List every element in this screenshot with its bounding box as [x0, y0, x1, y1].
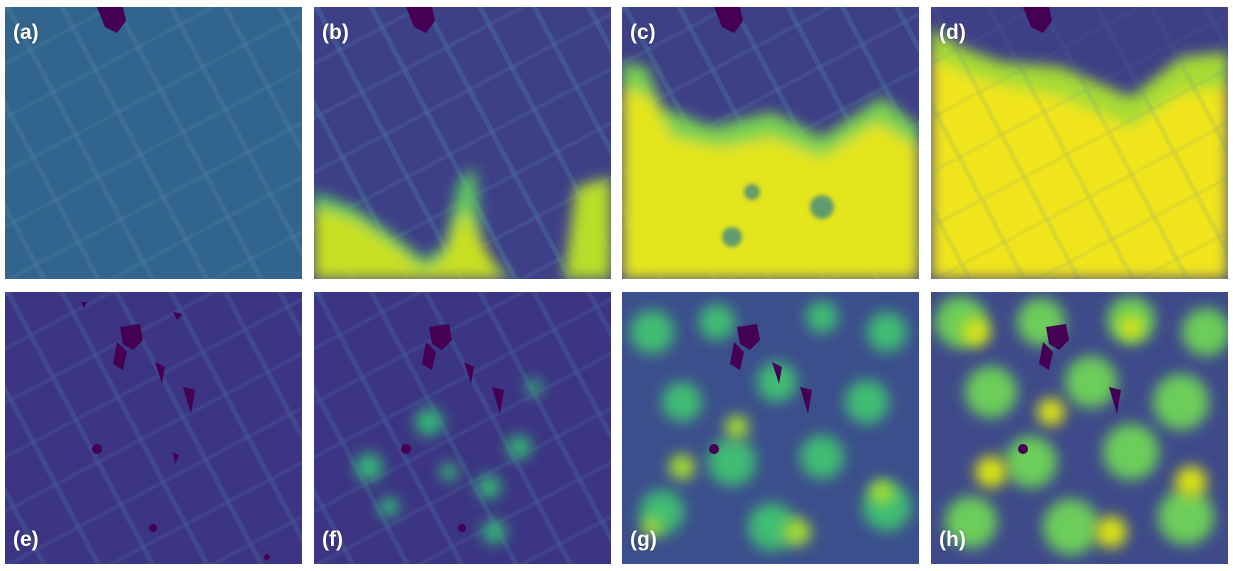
panel-label: (f) [322, 528, 343, 551]
panel-label: (h) [939, 528, 966, 551]
panel-d: (d) [931, 7, 1228, 279]
panel-c-image [622, 7, 919, 279]
panel-g-image [622, 292, 919, 564]
dark-defect-shape [97, 7, 126, 33]
panel-h: (h) [931, 292, 1228, 564]
panel-g: (g) [622, 292, 919, 564]
panel-e-image [5, 292, 302, 564]
panel-b-image [314, 7, 611, 279]
panel-a: (a) [5, 7, 302, 279]
panel-b: (b) [314, 7, 611, 279]
panel-label: (e) [13, 528, 39, 551]
panel-label: (g) [630, 528, 657, 551]
panel-d-image [931, 7, 1228, 279]
panel-a-image [5, 7, 302, 279]
panel-label: (d) [939, 21, 966, 44]
panel-c: (c) [622, 7, 919, 279]
panel-label: (c) [630, 21, 656, 44]
panel-f: (f) [314, 292, 611, 564]
panel-h-image [931, 292, 1228, 564]
panel-e: (e) [5, 292, 302, 564]
panel-label: (a) [13, 21, 39, 44]
panel-label: (b) [322, 21, 349, 44]
panel-f-image [314, 292, 611, 564]
